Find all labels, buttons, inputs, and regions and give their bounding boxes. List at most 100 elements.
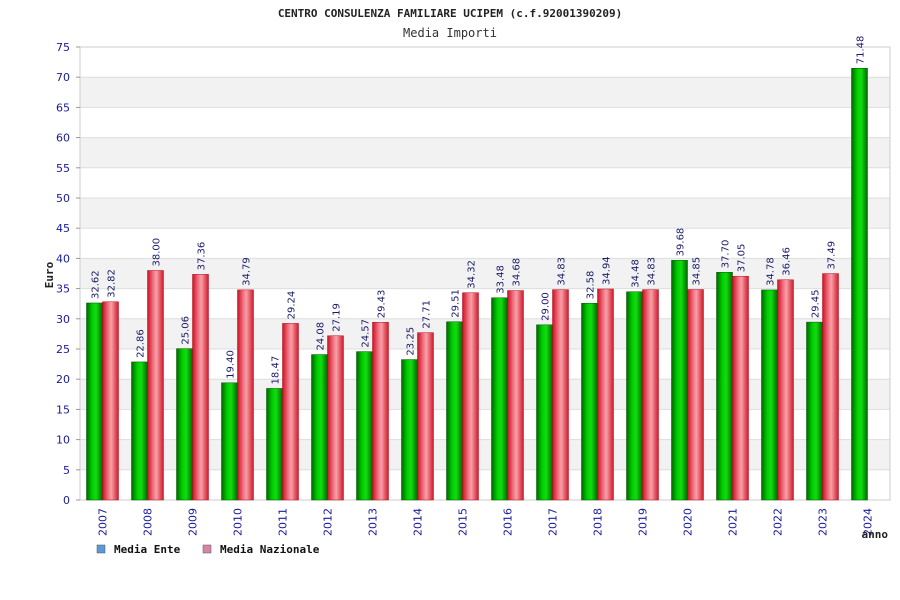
plot-background xyxy=(79,46,891,501)
bar-media-nazionale xyxy=(597,288,614,501)
y-tick-label: 65 xyxy=(56,101,70,114)
data-label: 22.86 xyxy=(136,329,147,358)
x-tick-label: 2012 xyxy=(322,508,335,536)
x-tick-label: 2024 xyxy=(862,508,875,536)
data-label: 34.85 xyxy=(692,257,703,286)
data-label: 29.00 xyxy=(541,292,552,321)
bar-media-nazionale xyxy=(417,332,434,501)
x-tick-label: 2013 xyxy=(367,508,380,536)
data-label: 32.62 xyxy=(91,270,102,299)
grid-band xyxy=(80,318,890,349)
bar-media-ente xyxy=(266,388,283,501)
x-tick-label: 2019 xyxy=(637,508,650,536)
data-label: 24.08 xyxy=(316,322,327,351)
data-label: 34.68 xyxy=(512,258,523,287)
x-tick-label: 2015 xyxy=(457,508,470,536)
y-tick-label: 5 xyxy=(63,464,70,477)
legend: Media Ente Media Nazionale xyxy=(96,543,320,556)
data-label: 29.24 xyxy=(287,291,298,320)
y-tick-label: 20 xyxy=(56,373,70,386)
data-label: 37.05 xyxy=(737,244,748,273)
grid-band xyxy=(80,409,890,440)
bar-media-ente xyxy=(491,297,508,501)
grid-band xyxy=(80,349,890,380)
data-label: 36.46 xyxy=(782,247,793,276)
x-tick-label: 2021 xyxy=(727,508,740,536)
y-axis-label: Euro xyxy=(43,261,56,288)
bar-media-ente xyxy=(806,321,823,501)
data-label: 34.48 xyxy=(631,259,642,288)
chart-title: CENTRO CONSULENZA FAMILIARE UCIPEM (c.f.… xyxy=(278,7,622,20)
bar-media-nazionale xyxy=(327,335,344,501)
data-label: 19.40 xyxy=(226,350,237,379)
data-label: 24.57 xyxy=(361,319,372,348)
x-tick-label: 2008 xyxy=(142,508,155,536)
y-tick-label: 35 xyxy=(56,283,70,296)
data-label: 38.00 xyxy=(152,238,163,267)
data-label: 39.68 xyxy=(676,228,687,257)
data-label: 32.58 xyxy=(586,271,597,300)
bar-media-nazionale xyxy=(552,289,569,501)
y-tick-label: 75 xyxy=(56,41,70,54)
data-label: 34.83 xyxy=(647,257,658,286)
grid-band xyxy=(80,137,890,168)
data-label: 27.19 xyxy=(332,303,343,332)
grid-band xyxy=(80,379,890,410)
bar-media-ente xyxy=(311,354,328,501)
y-tick-label: 50 xyxy=(56,192,70,205)
grid-band xyxy=(80,107,890,138)
data-label: 37.70 xyxy=(721,240,732,269)
bar-media-nazionale xyxy=(507,290,524,501)
data-label: 27.71 xyxy=(422,300,433,329)
bar-media-ente xyxy=(401,359,418,501)
bar-media-nazionale xyxy=(732,275,749,501)
x-tick-label: 2010 xyxy=(232,508,245,536)
legend-swatch-media-nazionale xyxy=(202,544,212,554)
y-tick-label: 45 xyxy=(56,222,70,235)
bar-media-ente xyxy=(761,289,778,501)
data-label: 32.82 xyxy=(107,269,118,298)
x-tick-label: 2020 xyxy=(682,508,695,536)
bar-media-nazionale xyxy=(822,273,839,501)
data-label: 23.25 xyxy=(406,327,417,356)
x-tick-label: 2014 xyxy=(412,508,425,536)
data-label: 34.79 xyxy=(242,257,253,286)
y-tick-label: 30 xyxy=(56,313,70,326)
grid-band xyxy=(80,167,890,198)
legend-swatch-media-ente xyxy=(96,544,106,554)
bar-media-ente xyxy=(671,260,688,501)
bar-media-nazionale xyxy=(102,301,119,501)
data-label: 29.45 xyxy=(811,289,822,318)
data-label: 18.47 xyxy=(271,356,282,385)
grid-band xyxy=(80,47,890,78)
x-tick-label: 2011 xyxy=(277,508,290,536)
data-label: 37.49 xyxy=(827,241,838,270)
data-label: 25.06 xyxy=(181,316,192,345)
grid-band xyxy=(80,439,890,470)
bar-media-nazionale xyxy=(777,279,794,501)
grid-band xyxy=(80,288,890,319)
bar-media-nazionale xyxy=(372,321,389,501)
bar-media-ente xyxy=(221,382,238,501)
bar-media-nazionale xyxy=(687,289,704,501)
bar-media-ente xyxy=(131,361,148,501)
data-label: 33.48 xyxy=(496,265,507,294)
y-axis: 0 5 10 15 20 25 30 35 40 45 50 55 60 65 70 75 xyxy=(56,41,80,507)
y-tick-label: 40 xyxy=(56,252,70,265)
plot-border xyxy=(79,46,891,501)
legend-label-media-nazionale: Media Nazionale xyxy=(220,543,320,556)
x-tick-label: 2009 xyxy=(187,508,200,536)
x-tick-label: 2017 xyxy=(547,508,560,536)
bar-media-nazionale xyxy=(237,289,254,501)
y-tick-label: 60 xyxy=(56,132,70,145)
data-label: 29.51 xyxy=(451,289,462,318)
x-tick-label: 2023 xyxy=(817,508,830,536)
y-tick-label: 0 xyxy=(63,494,70,507)
bars: 32.62 32.82 22.86 38.00 25.06 37.36 19.40 34.79… xyxy=(86,36,868,501)
y-tick-label: 25 xyxy=(56,343,70,356)
bar-media-nazionale xyxy=(462,292,479,501)
data-label: 34.78 xyxy=(766,257,777,286)
bar-media-nazionale xyxy=(642,289,659,501)
grid-band xyxy=(80,258,890,289)
bar-media-ente xyxy=(851,68,868,501)
